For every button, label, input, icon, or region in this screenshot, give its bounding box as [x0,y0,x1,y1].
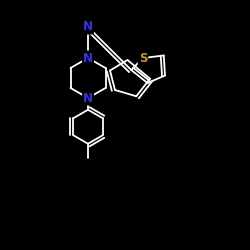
Text: N: N [83,52,93,64]
Text: N: N [83,20,93,34]
Text: S: S [139,52,147,64]
Text: N: N [83,92,93,104]
